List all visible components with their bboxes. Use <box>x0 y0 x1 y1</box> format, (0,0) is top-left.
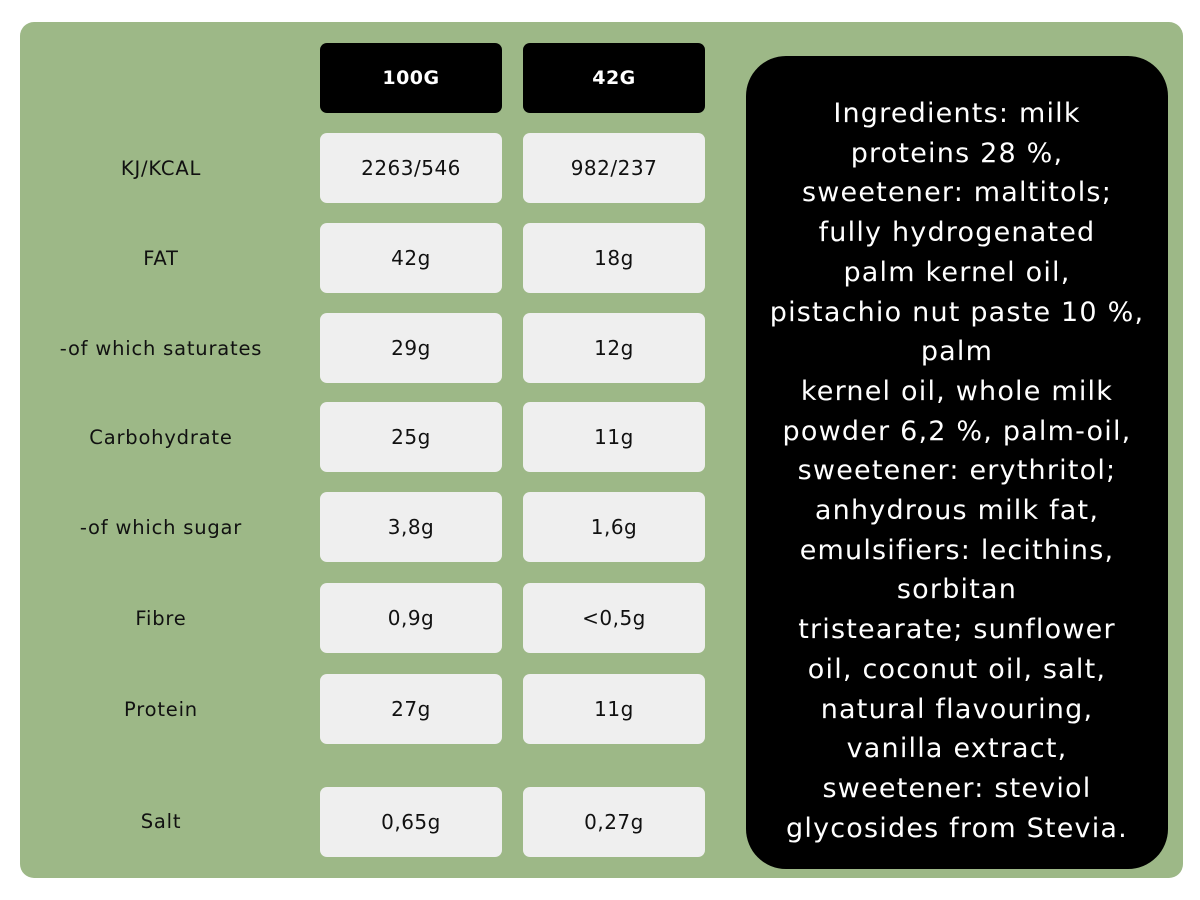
ingredients-line: emulsifiers: lecithins, <box>799 534 1115 566</box>
ingredients-line: vanilla extract, <box>846 733 1068 765</box>
ingredients-line: sweetener: maltitols; <box>801 177 1112 209</box>
ingredients-line: proteins 28 %, <box>850 137 1064 169</box>
row-label-energy: KJ/KCAL <box>120 156 202 180</box>
row-label-protein: Protein <box>124 697 198 721</box>
row-label-salt: Salt <box>140 809 182 833</box>
row-label-fat: FAT <box>143 246 179 270</box>
column-header-42g: 42G <box>523 43 705 113</box>
ingredients-line: natural flavouring, <box>820 693 1094 725</box>
cell-salt-100g: 0,65g <box>320 787 502 857</box>
cell-salt-42g: 0,27g <box>523 787 705 857</box>
row-label-fibre: Fibre <box>135 606 187 630</box>
cell-carbohydrate-100g: 25g <box>320 402 502 472</box>
column-header-100g: 100G <box>320 43 502 113</box>
cell-saturates-100g: 29g <box>320 313 502 383</box>
ingredients-line: oil, coconut oil, salt, <box>807 653 1107 685</box>
ingredients-line: Ingredients: milk <box>833 98 1081 129</box>
ingredients-line: powder 6,2 %, palm-oil, <box>782 415 1132 447</box>
cell-saturates-42g: 12g <box>523 313 705 383</box>
row-label-carbohydrate: Carbohydrate <box>89 425 233 449</box>
cell-energy-100g: 2263/546 <box>320 133 502 203</box>
ingredients-line: sweetener: erythritol; <box>797 455 1117 487</box>
row-label-sugar: -of which sugar <box>79 515 243 539</box>
ingredients-line: anhydrous milk fat, <box>814 495 1100 527</box>
ingredients-line: sweetener: steviol <box>822 772 1092 804</box>
ingredients-line: fully hydrogenated <box>818 217 1096 249</box>
cell-fibre-100g: 0,9g <box>320 583 502 653</box>
cell-sugar-42g: 1,6g <box>523 492 705 562</box>
row-label-saturates: -of which saturates <box>59 336 263 360</box>
ingredients-line: tristearate; sunflower <box>798 614 1116 646</box>
ingredients-box: Ingredients: milk proteins 28 %, sweeten… <box>746 56 1168 869</box>
cell-protein-42g: 11g <box>523 674 705 744</box>
ingredients-line: palm <box>920 336 994 368</box>
ingredients-line: glycosides from Stevia. <box>786 812 1128 844</box>
cell-energy-42g: 982/237 <box>523 133 705 203</box>
cell-carbohydrate-42g: 11g <box>523 402 705 472</box>
cell-fibre-42g: <0,5g <box>523 583 705 653</box>
cell-fat-42g: 18g <box>523 223 705 293</box>
ingredients-line: kernel oil, whole milk <box>800 375 1114 407</box>
ingredients-line: palm kernel oil, <box>843 256 1071 288</box>
cell-protein-100g: 27g <box>320 674 502 744</box>
ingredients-line: sorbitan <box>896 574 1018 606</box>
ingredients-line: pistachio nut paste 10 %, <box>769 296 1145 328</box>
cell-fat-100g: 42g <box>320 223 502 293</box>
cell-sugar-100g: 3,8g <box>320 492 502 562</box>
